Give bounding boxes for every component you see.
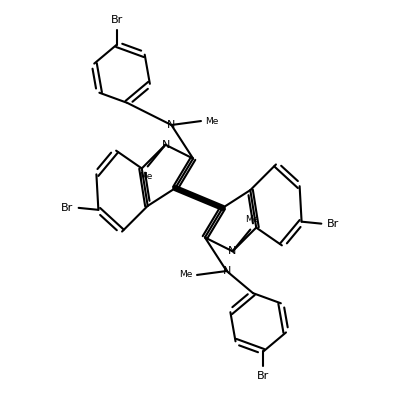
Text: Me: Me [179,270,193,280]
Text: Me: Me [139,172,152,181]
Text: N: N [162,140,170,150]
Text: N: N [228,246,236,256]
Text: Br: Br [111,15,123,25]
Text: Br: Br [257,371,269,381]
Text: Br: Br [60,203,73,213]
Text: N: N [167,120,176,130]
Text: Me: Me [205,116,219,126]
Text: N: N [222,266,231,276]
Text: Me: Me [246,215,259,224]
Text: Br: Br [327,219,339,228]
